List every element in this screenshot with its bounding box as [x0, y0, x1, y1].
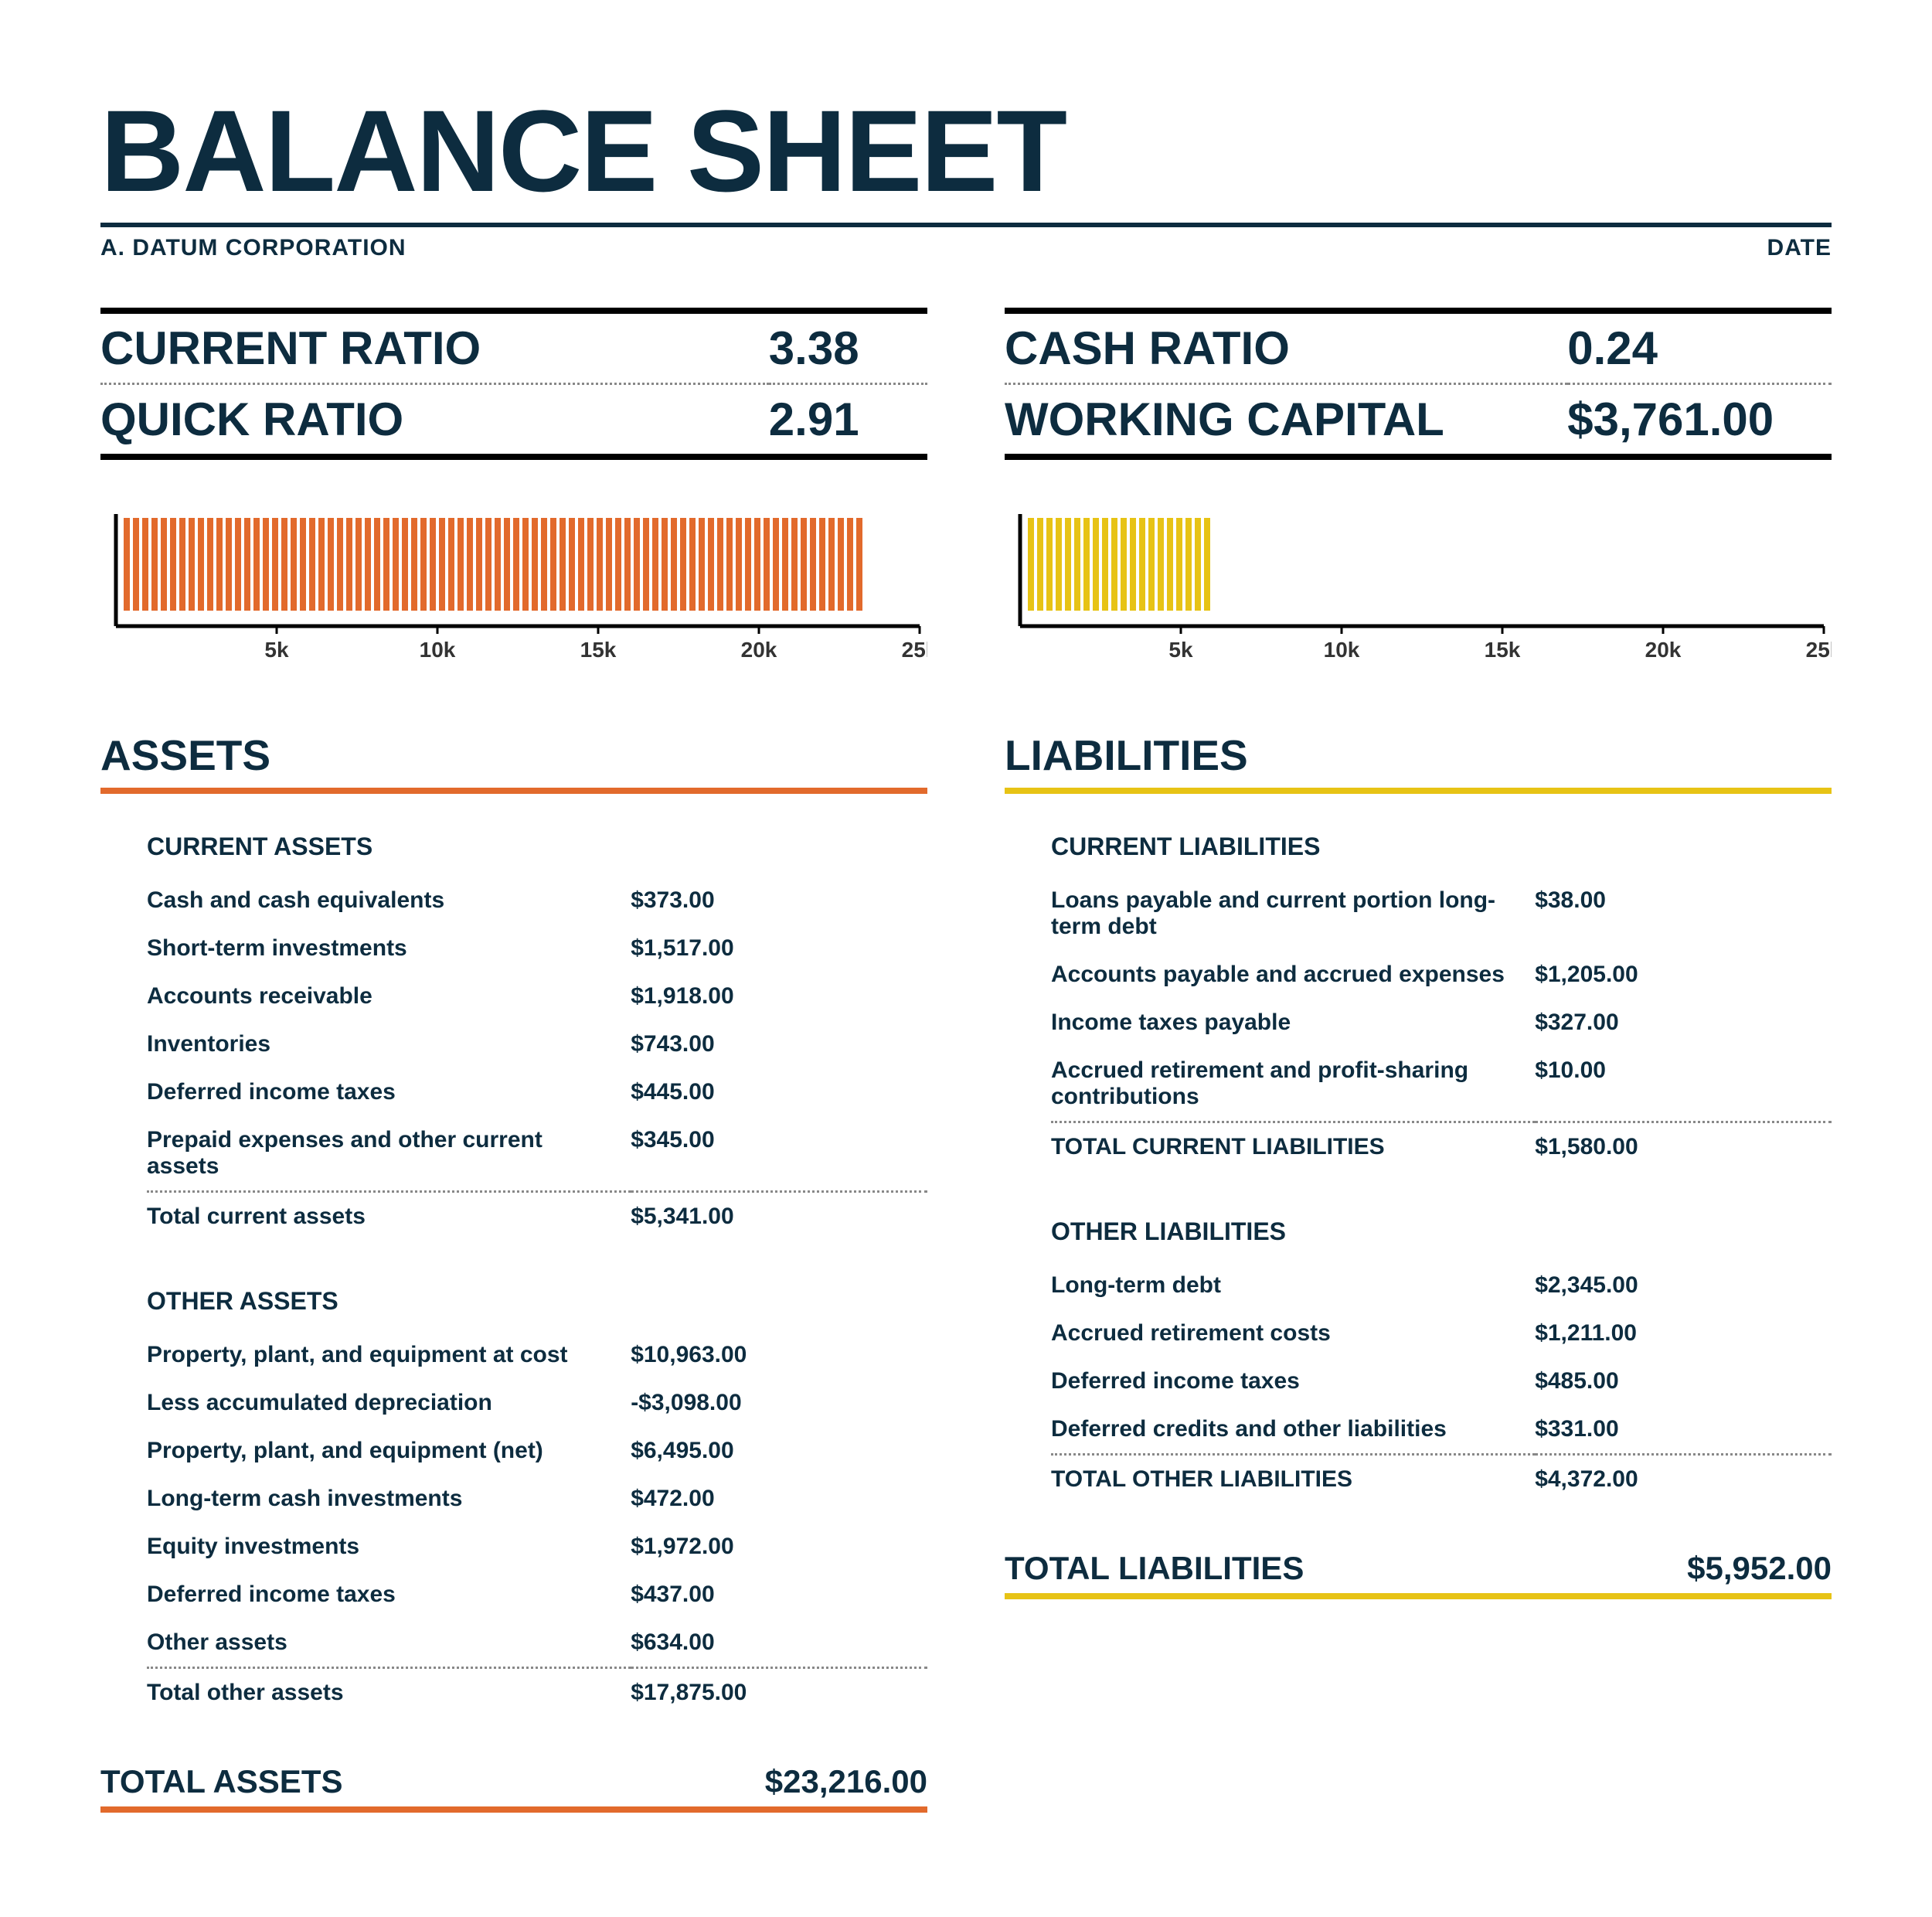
line-value: $331.00 — [1535, 1405, 1832, 1455]
ratio-label: WORKING CAPITAL — [1005, 384, 1567, 458]
line-label: Accrued retirement and profit-sharing co… — [1051, 1047, 1535, 1122]
line-value: $1,517.00 — [631, 924, 927, 972]
line-total-value: $4,372.00 — [1535, 1455, 1832, 1504]
total-assets-label: TOTAL ASSETS — [100, 1763, 342, 1800]
svg-text:25k: 25k — [902, 638, 927, 662]
right-column: CASH RATIO 0.24 WORKING CAPITAL $3,761.0… — [1005, 308, 1832, 1813]
svg-text:5k: 5k — [1168, 638, 1193, 662]
line-label: Deferred income taxes — [147, 1571, 631, 1619]
line-value: $1,211.00 — [1535, 1309, 1832, 1357]
line-value: $10,963.00 — [631, 1331, 927, 1379]
line-label: Accounts receivable — [147, 972, 631, 1020]
line-label: Deferred income taxes — [147, 1068, 631, 1116]
line-value: -$3,098.00 — [631, 1379, 927, 1427]
total-liabilities-value: $5,952.00 — [1687, 1550, 1832, 1587]
line-value: $10.00 — [1535, 1047, 1832, 1122]
line-label: Deferred credits and other liabilities — [1051, 1405, 1535, 1455]
line-table: Property, plant, and equipment at cost$1… — [147, 1331, 927, 1717]
line-table: Long-term debt$2,345.00Accrued retiremen… — [1051, 1262, 1832, 1503]
left-column: CURRENT RATIO 3.38 QUICK RATIO 2.91 5k 10… — [100, 308, 927, 1813]
total-assets-value: $23,216.00 — [765, 1763, 927, 1800]
ratio-label: QUICK RATIO — [100, 384, 769, 458]
liabilities-grand-rule — [1005, 1593, 1832, 1599]
ratio-label: CURRENT RATIO — [100, 311, 769, 384]
line-value: $472.00 — [631, 1475, 927, 1523]
line-total-value: $5,341.00 — [631, 1192, 927, 1241]
ratios-right: CASH RATIO 0.24 WORKING CAPITAL $3,761.0… — [1005, 308, 1832, 460]
ratios-left: CURRENT RATIO 3.38 QUICK RATIO 2.91 — [100, 308, 927, 460]
line-value: $743.00 — [631, 1020, 927, 1068]
group-title: CURRENT ASSETS — [147, 833, 927, 861]
svg-text:20k: 20k — [741, 638, 777, 662]
line-label: Prepaid expenses and other current asset… — [147, 1116, 631, 1192]
total-liabilities-label: TOTAL LIABILITIES — [1005, 1550, 1304, 1587]
svg-text:10k: 10k — [1324, 638, 1360, 662]
svg-text:15k: 15k — [1485, 638, 1521, 662]
date-label: DATE — [1767, 235, 1832, 261]
ratio-value: 2.91 — [769, 384, 927, 458]
svg-text:10k: 10k — [420, 638, 456, 662]
line-label: Cash and cash equivalents — [147, 877, 631, 924]
ratio-value: 3.38 — [769, 311, 927, 384]
assets-title: ASSETS — [100, 730, 927, 780]
line-label: Deferred income taxes — [1051, 1357, 1535, 1405]
line-value: $345.00 — [631, 1116, 927, 1192]
assets-grand-rule — [100, 1806, 927, 1813]
line-table: Loans payable and current portion long-t… — [1051, 877, 1832, 1171]
page-title: BALANCE SHEET — [100, 93, 1832, 209]
line-value: $2,345.00 — [1535, 1262, 1832, 1309]
assets-rule — [100, 788, 927, 794]
line-value: $634.00 — [631, 1619, 927, 1668]
line-label: Loans payable and current portion long-t… — [1051, 877, 1535, 951]
line-label: Less accumulated depreciation — [147, 1379, 631, 1427]
line-label: Accrued retirement costs — [1051, 1309, 1535, 1357]
line-total-label: Total current assets — [147, 1192, 631, 1241]
line-value: $373.00 — [631, 877, 927, 924]
line-label: Long-term cash investments — [147, 1475, 631, 1523]
line-label: Property, plant, and equipment at cost — [147, 1331, 631, 1379]
liabilities-title: LIABILITIES — [1005, 730, 1832, 780]
line-label: Equity investments — [147, 1523, 631, 1571]
liabilities-rule — [1005, 788, 1832, 794]
liabilities-chart: 5k 10k 15k 20k 25k — [1005, 506, 1832, 669]
line-total-label: TOTAL OTHER LIABILITIES — [1051, 1455, 1535, 1504]
line-value: $6,495.00 — [631, 1427, 927, 1475]
line-label: Accounts payable and accrued expenses — [1051, 951, 1535, 999]
svg-text:25k: 25k — [1806, 638, 1832, 662]
line-total-label: Total other assets — [147, 1668, 631, 1718]
line-value: $1,918.00 — [631, 972, 927, 1020]
company-name: A. DATUM CORPORATION — [100, 235, 406, 261]
line-value: $38.00 — [1535, 877, 1832, 951]
ratio-value: $3,761.00 — [1567, 384, 1832, 458]
line-label: Long-term debt — [1051, 1262, 1535, 1309]
group-title: OTHER ASSETS — [147, 1287, 927, 1316]
title-rule — [100, 223, 1832, 227]
line-total-label: TOTAL CURRENT LIABILITIES — [1051, 1122, 1535, 1172]
line-label: Other assets — [147, 1619, 631, 1668]
line-table: Cash and cash equivalents$373.00Short-te… — [147, 877, 927, 1241]
line-value: $1,972.00 — [631, 1523, 927, 1571]
line-value: $485.00 — [1535, 1357, 1832, 1405]
line-value: $445.00 — [631, 1068, 927, 1116]
line-label: Income taxes payable — [1051, 999, 1535, 1047]
line-value: $327.00 — [1535, 999, 1832, 1047]
line-label: Property, plant, and equipment (net) — [147, 1427, 631, 1475]
line-value: $437.00 — [631, 1571, 927, 1619]
svg-text:20k: 20k — [1645, 638, 1682, 662]
ratio-label: CASH RATIO — [1005, 311, 1567, 384]
ratio-value: 0.24 — [1567, 311, 1832, 384]
svg-text:15k: 15k — [580, 638, 617, 662]
line-total-value: $1,580.00 — [1535, 1122, 1832, 1172]
line-total-value: $17,875.00 — [631, 1668, 927, 1718]
svg-text:5k: 5k — [264, 638, 289, 662]
group-title: OTHER LIABILITIES — [1051, 1217, 1832, 1246]
line-label: Short-term investments — [147, 924, 631, 972]
line-label: Inventories — [147, 1020, 631, 1068]
assets-chart: 5k 10k 15k 20k 25k — [100, 506, 927, 669]
line-value: $1,205.00 — [1535, 951, 1832, 999]
group-title: CURRENT LIABILITIES — [1051, 833, 1832, 861]
